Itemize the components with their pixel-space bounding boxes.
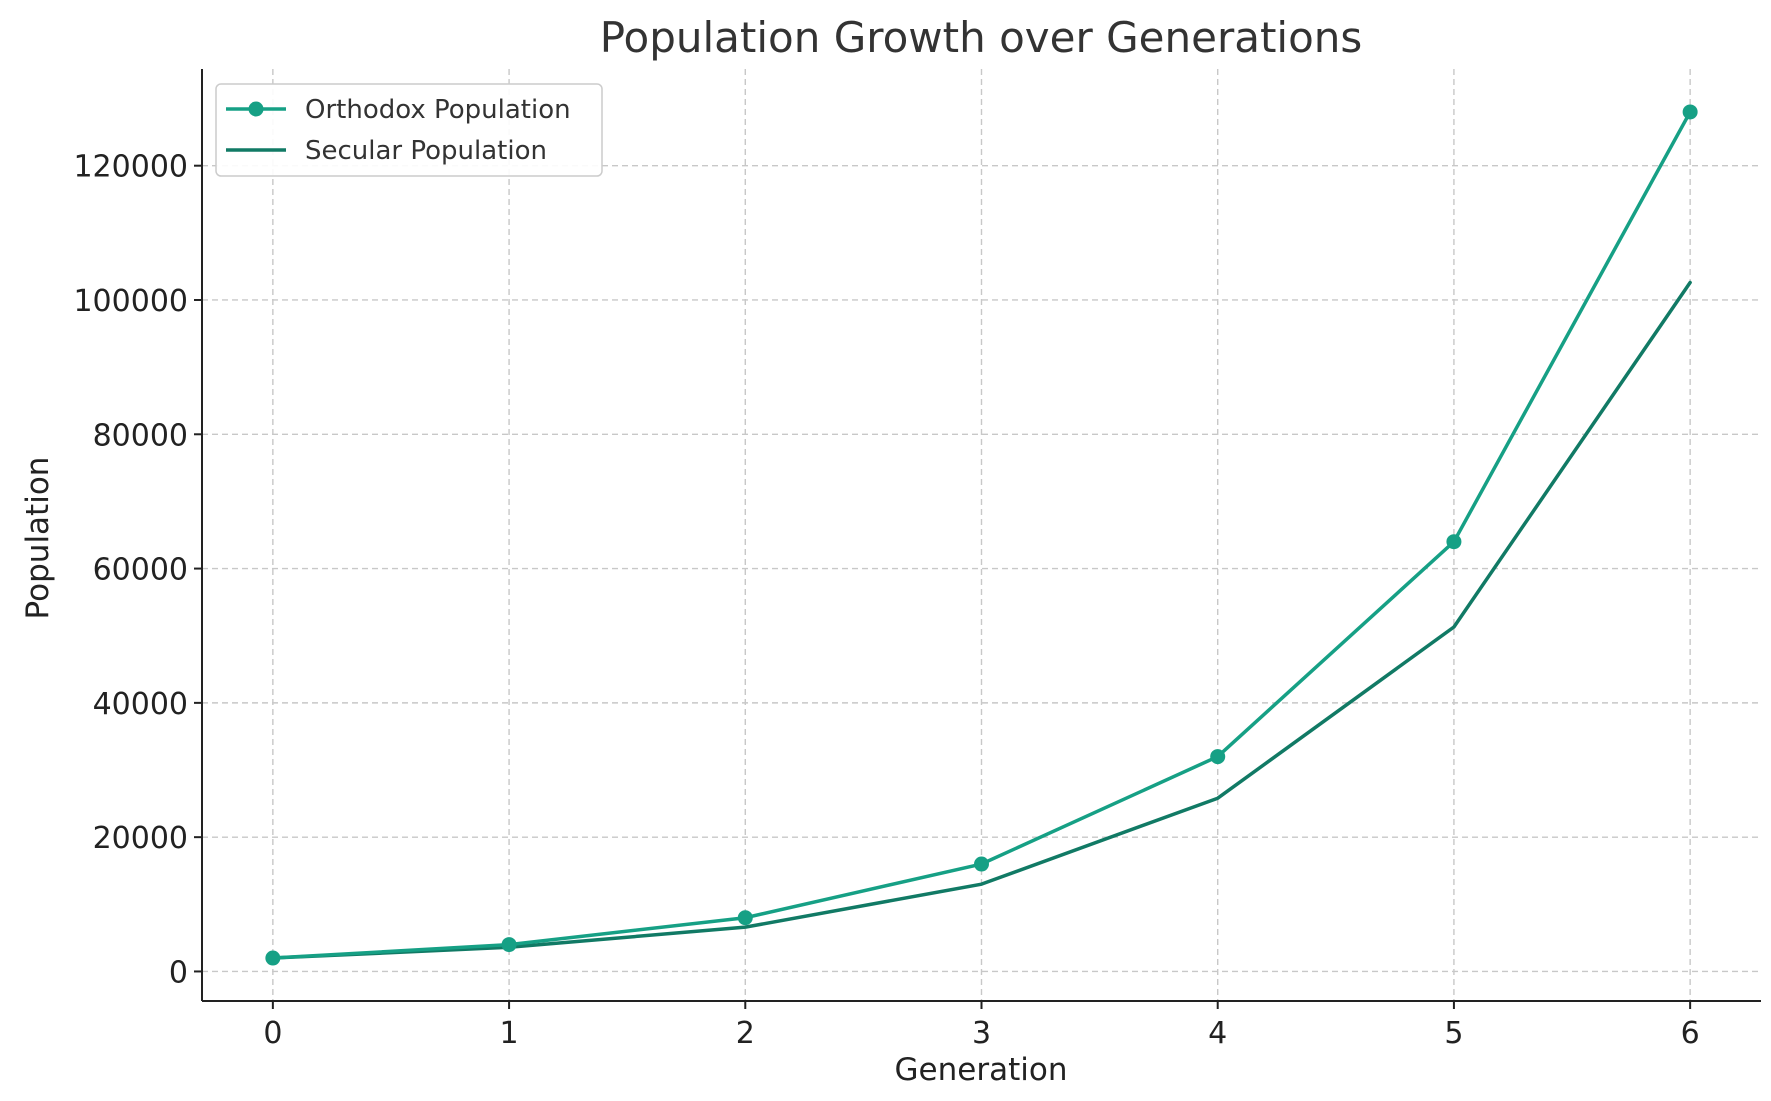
series-layer	[265, 104, 1698, 966]
data-point-orthodox-gen-4	[1210, 749, 1226, 765]
legend-label-secular: Secular Population	[305, 136, 547, 166]
x-axis-label: Generation	[895, 1052, 1068, 1088]
y-axis-label: Population	[20, 457, 56, 620]
data-point-orthodox-gen-6	[1682, 104, 1698, 120]
data-point-orthodox-gen-5	[1446, 534, 1462, 550]
x-tick-label-1: 1	[500, 1016, 519, 1051]
x-tick-label-3: 3	[972, 1016, 991, 1051]
legend-label-orthodox: Orthodox Population	[305, 95, 571, 125]
x-tick-label-0: 0	[263, 1016, 282, 1051]
y-tick-label-0: 0	[169, 955, 188, 990]
legend-marker-orthodox	[248, 101, 264, 117]
x-tick-label-5: 5	[1444, 1016, 1463, 1051]
data-point-orthodox-gen-2	[737, 910, 753, 926]
y-tick-label-80000: 80000	[93, 418, 188, 453]
ticks: 0 1 2 3 4 5 6 0 20000 40000 60000 80000 100000 120000	[73, 150, 1699, 1051]
data-point-orthodox-gen-1	[501, 937, 517, 953]
legend: Orthodox Population Secular Population	[215, 83, 603, 177]
y-tick-label-120000: 120000	[73, 150, 188, 185]
x-tick-label-4: 4	[1208, 1016, 1227, 1051]
chart-title: Population Growth over Generations	[600, 13, 1363, 62]
data-point-orthodox-gen-0	[265, 950, 281, 966]
legend-frame	[215, 83, 603, 177]
x-tick-label-6: 6	[1681, 1016, 1700, 1051]
y-tick-label-40000: 40000	[93, 687, 188, 722]
y-tick-label-20000: 20000	[93, 821, 188, 856]
data-point-orthodox-gen-3	[974, 856, 989, 872]
x-tick-label-2: 2	[736, 1016, 755, 1051]
y-tick-label-100000: 100000	[73, 284, 188, 319]
y-tick-label-60000: 60000	[93, 553, 188, 588]
